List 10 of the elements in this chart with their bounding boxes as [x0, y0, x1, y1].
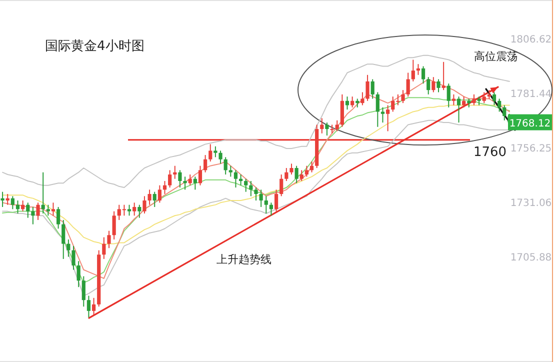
annotation: 1768.12	[509, 118, 551, 130]
y-tick-label: 1806.62	[510, 34, 552, 46]
text: 国际黄金4小时图	[45, 39, 144, 54]
ref-line-label: 1760	[473, 144, 507, 160]
y-tick-label: 1731.06	[510, 198, 552, 210]
y-tick-label: 1705.88	[510, 252, 552, 264]
annotation: 上升趋势线	[216, 253, 272, 266]
y-tick-label: 1781.44	[510, 88, 552, 100]
y-tick-label: 1756.25	[510, 143, 552, 154]
annotation: 高位震荡	[474, 50, 518, 63]
